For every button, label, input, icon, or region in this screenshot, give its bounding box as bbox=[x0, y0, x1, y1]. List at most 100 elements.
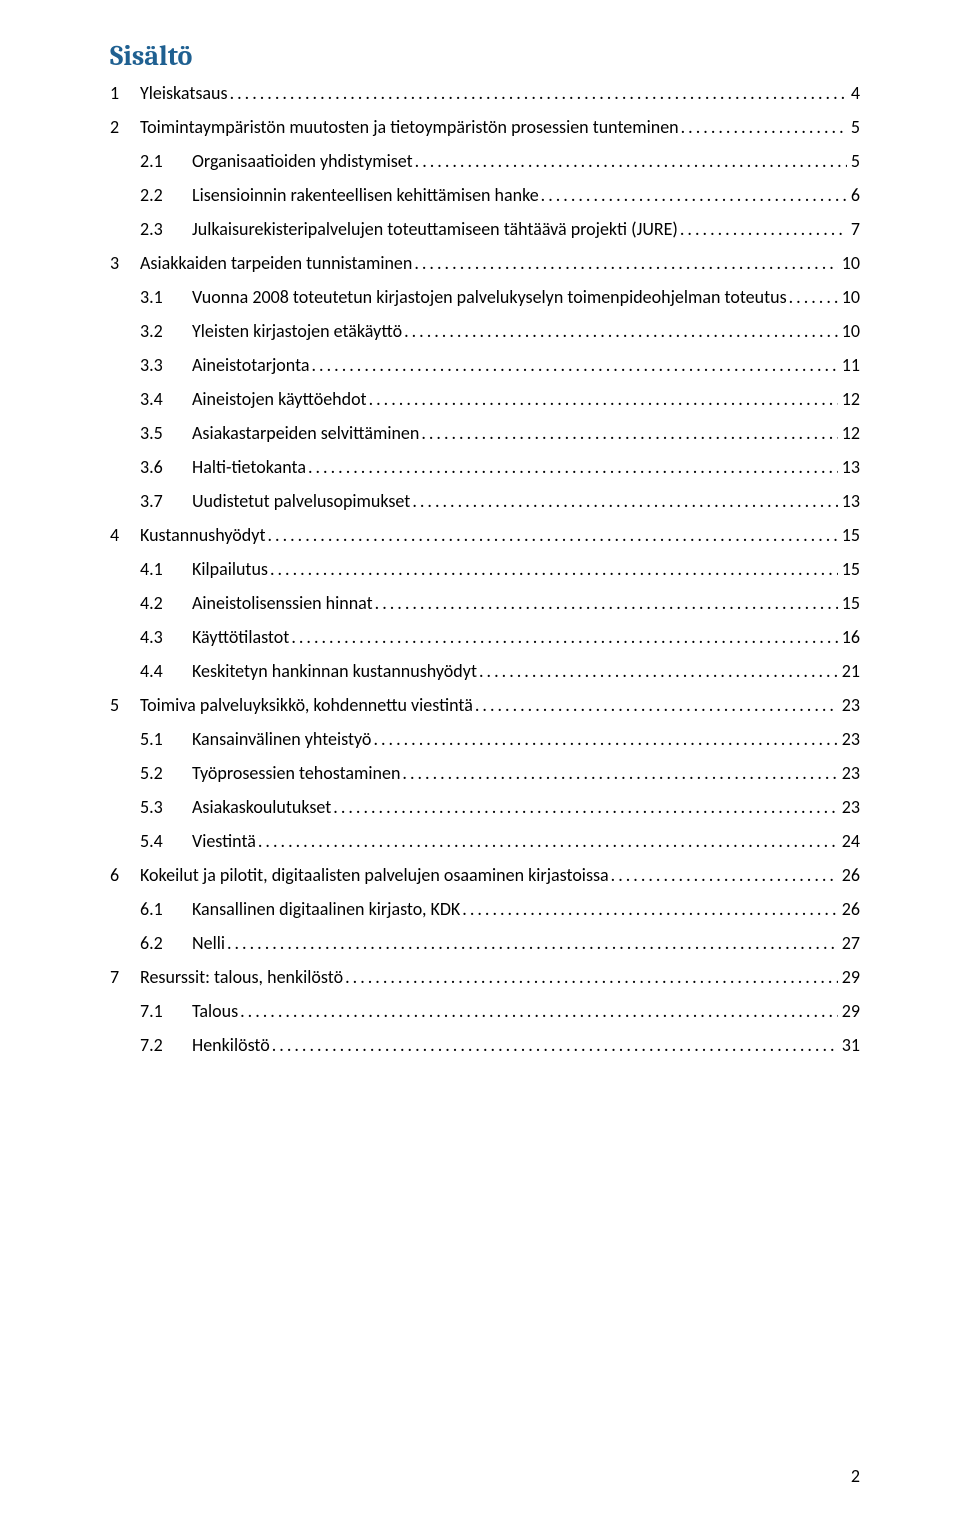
dot-leader bbox=[272, 1036, 838, 1054]
toc-entry-label: Keskitetyn hankinnan kustannushyödyt bbox=[192, 662, 479, 680]
toc-entry-number: 5.2 bbox=[140, 764, 192, 782]
toc-entry-page: 26 bbox=[838, 900, 860, 918]
toc-entry-page: 10 bbox=[838, 322, 860, 340]
toc-entry-label: Asiakastarpeiden selvittäminen bbox=[192, 424, 421, 442]
toc-entry-number: 3.7 bbox=[140, 492, 192, 510]
toc-entry-label: Aineistolisenssien hinnat bbox=[192, 594, 375, 612]
dot-leader bbox=[404, 322, 838, 340]
toc-entry-number: 6.1 bbox=[140, 900, 192, 918]
toc-entry[interactable]: 5.1Kansainvälinen yhteistyö23 bbox=[110, 722, 860, 756]
toc-entry-label: Resurssit: talous, henkilöstö bbox=[140, 968, 345, 986]
toc-entry[interactable]: 6.2Nelli27 bbox=[110, 926, 860, 960]
toc-entry[interactable]: 3.7Uudistetut palvelusopimukset13 bbox=[110, 484, 860, 518]
page-number: 2 bbox=[851, 1465, 860, 1487]
toc-entry[interactable]: 2.1Organisaatioiden yhdistymiset5 bbox=[110, 144, 860, 178]
toc-entry[interactable]: 4Kustannushyödyt15 bbox=[110, 518, 860, 552]
toc-entry[interactable]: 6.1Kansallinen digitaalinen kirjasto, KD… bbox=[110, 892, 860, 926]
dot-leader bbox=[270, 560, 838, 578]
toc-entry-number: 7.1 bbox=[140, 1002, 192, 1020]
toc-entry[interactable]: 2.2Lisensioinnin rakenteellisen kehittäm… bbox=[110, 178, 860, 212]
toc-entry-label: Vuonna 2008 toteutetun kirjastojen palve… bbox=[192, 288, 789, 306]
toc-entry[interactable]: 5.4Viestintä 24 bbox=[110, 824, 860, 858]
toc-entry-label: Yleisten kirjastojen etäkäyttö bbox=[192, 322, 404, 340]
toc-entry-number: 2.2 bbox=[140, 186, 192, 204]
toc-entry-label: Kansainvälinen yhteistyö bbox=[192, 730, 373, 748]
dot-leader bbox=[333, 798, 837, 816]
toc-entry-label: Käyttötilastot bbox=[192, 628, 291, 646]
toc-entry-number: 5.4 bbox=[140, 832, 192, 850]
toc-entry-number: 4.4 bbox=[140, 662, 192, 680]
toc-entry[interactable]: 3.1Vuonna 2008 toteutetun kirjastojen pa… bbox=[110, 280, 860, 314]
toc-entry-page: 26 bbox=[838, 866, 860, 884]
toc-entry[interactable]: 7Resurssit: talous, henkilöstö29 bbox=[110, 960, 860, 994]
toc-entry-label: Viestintä bbox=[192, 832, 258, 850]
toc-entry[interactable]: 3.3Aineistotarjonta11 bbox=[110, 348, 860, 382]
dot-leader bbox=[312, 356, 838, 374]
toc-entry[interactable]: 3Asiakkaiden tarpeiden tunnistaminen10 bbox=[110, 246, 860, 280]
toc-entry-label: Aineistojen käyttöehdot bbox=[192, 390, 369, 408]
dot-leader bbox=[414, 254, 837, 272]
toc-list: 1Yleiskatsaus42Toimintaympäristön muutos… bbox=[110, 76, 860, 1062]
toc-entry-label: Halti-tietokanta bbox=[192, 458, 308, 476]
dot-leader bbox=[258, 832, 838, 850]
toc-entry[interactable]: 5Toimiva palveluyksikkö, kohdennettu vie… bbox=[110, 688, 860, 722]
toc-entry-label: Kokeilut ja pilotit, digitaalisten palve… bbox=[140, 866, 611, 884]
toc-entry-number: 3.5 bbox=[140, 424, 192, 442]
dot-leader bbox=[308, 458, 838, 476]
toc-entry[interactable]: 3.6Halti-tietokanta13 bbox=[110, 450, 860, 484]
toc-entry-page: 24 bbox=[838, 832, 860, 850]
toc-entry[interactable]: 3.2Yleisten kirjastojen etäkäyttö10 bbox=[110, 314, 860, 348]
toc-entry-label: Henkilöstö bbox=[192, 1036, 272, 1054]
toc-entry-page: 12 bbox=[838, 390, 860, 408]
toc-entry-number: 5.3 bbox=[140, 798, 192, 816]
dot-leader bbox=[230, 84, 847, 102]
toc-entry-label: Yleiskatsaus bbox=[140, 84, 230, 102]
toc-entry-number: 3.1 bbox=[140, 288, 192, 306]
toc-entry-page: 11 bbox=[838, 356, 860, 374]
toc-entry-label: Lisensioinnin rakenteellisen kehittämise… bbox=[192, 186, 541, 204]
toc-entry-label: Julkaisurekisteripalvelujen toteuttamise… bbox=[192, 220, 680, 238]
toc-entry[interactable]: 2Toimintaympäristön muutosten ja tietoym… bbox=[110, 110, 860, 144]
toc-entry-page: 13 bbox=[838, 492, 860, 510]
toc-entry-page: 4 bbox=[847, 84, 860, 102]
dot-leader bbox=[373, 730, 837, 748]
toc-entry-label: Toimiva palveluyksikkö, kohdennettu vies… bbox=[140, 696, 475, 714]
dot-leader bbox=[369, 390, 838, 408]
toc-entry-page: 23 bbox=[838, 764, 860, 782]
dot-leader bbox=[541, 186, 847, 204]
toc-entry-number: 2 bbox=[110, 118, 140, 136]
toc-entry[interactable]: 7.1Talous29 bbox=[110, 994, 860, 1028]
dot-leader bbox=[412, 492, 837, 510]
toc-entry[interactable]: 3.5Asiakastarpeiden selvittäminen12 bbox=[110, 416, 860, 450]
toc-entry[interactable]: 4.2Aineistolisenssien hinnat15 bbox=[110, 586, 860, 620]
toc-entry-page: 31 bbox=[838, 1036, 860, 1054]
toc-entry[interactable]: 3.4Aineistojen käyttöehdot 12 bbox=[110, 382, 860, 416]
dot-leader bbox=[789, 288, 838, 306]
toc-entry-page: 5 bbox=[847, 118, 860, 136]
toc-entry-page: 15 bbox=[838, 526, 860, 544]
toc-entry[interactable]: 5.3Asiakaskoulutukset23 bbox=[110, 790, 860, 824]
dot-leader bbox=[680, 220, 847, 238]
toc-entry-number: 6 bbox=[110, 866, 140, 884]
toc-entry[interactable]: 6Kokeilut ja pilotit, digitaalisten palv… bbox=[110, 858, 860, 892]
toc-entry-page: 23 bbox=[838, 730, 860, 748]
toc-entry[interactable]: 4.1Kilpailutus15 bbox=[110, 552, 860, 586]
toc-entry-page: 29 bbox=[838, 1002, 860, 1020]
toc-entry[interactable]: 7.2Henkilöstö31 bbox=[110, 1028, 860, 1062]
toc-entry[interactable]: 4.3Käyttötilastot16 bbox=[110, 620, 860, 654]
toc-entry-number: 3.3 bbox=[140, 356, 192, 374]
page: Sisältö 1Yleiskatsaus42Toimintaympäristö… bbox=[0, 0, 960, 1515]
toc-entry-label: Asiakkaiden tarpeiden tunnistaminen bbox=[140, 254, 414, 272]
dot-leader bbox=[462, 900, 837, 918]
dot-leader bbox=[267, 526, 837, 544]
toc-entry[interactable]: 4.4Keskitetyn hankinnan kustannushyödyt2… bbox=[110, 654, 860, 688]
toc-entry-label: Kansallinen digitaalinen kirjasto, KDK bbox=[192, 900, 462, 918]
dot-leader bbox=[375, 594, 838, 612]
toc-entry[interactable]: 5.2Työprosessien tehostaminen23 bbox=[110, 756, 860, 790]
toc-entry-page: 7 bbox=[847, 220, 860, 238]
toc-entry-label: Kilpailutus bbox=[192, 560, 270, 578]
toc-entry-number: 4.3 bbox=[140, 628, 192, 646]
toc-entry[interactable]: 1Yleiskatsaus4 bbox=[110, 76, 860, 110]
toc-entry[interactable]: 2.3Julkaisurekisteripalvelujen toteuttam… bbox=[110, 212, 860, 246]
toc-entry-number: 3.4 bbox=[140, 390, 192, 408]
